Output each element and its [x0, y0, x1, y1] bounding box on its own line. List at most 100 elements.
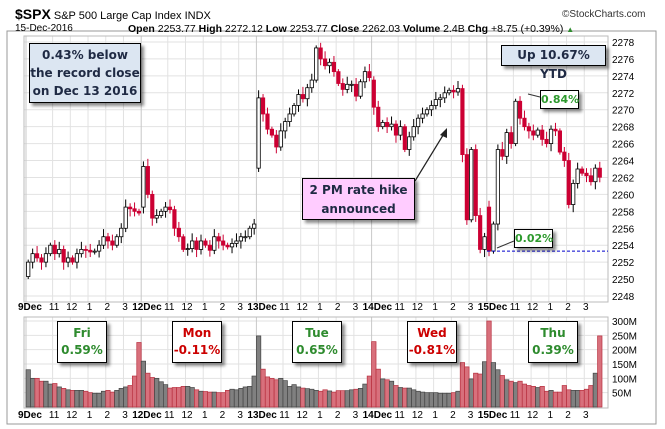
- day-label: 9Dec: [18, 302, 42, 313]
- rate-hike-annotation: 2 PM rate hike announced: [302, 178, 415, 220]
- volume-bar: [127, 385, 133, 408]
- volume-bar: [357, 388, 364, 408]
- day-label: 15Dec: [478, 302, 508, 313]
- volume-bar: [233, 389, 240, 408]
- candle-body: [553, 128, 558, 132]
- hour-label: 11: [279, 302, 290, 313]
- candle-body: [464, 154, 469, 221]
- volume-bar: [69, 390, 76, 408]
- volume-bar: [340, 390, 346, 408]
- price-tick-label: 2266: [612, 140, 635, 151]
- volume-bar: [521, 383, 528, 408]
- candle-body: [358, 81, 363, 97]
- volume-bar: [557, 391, 563, 408]
- candle-body: [478, 215, 483, 250]
- candle-body: [429, 105, 434, 111]
- hour-label: 12: [412, 302, 424, 313]
- day-change-value: 0.59%: [61, 343, 103, 357]
- volume-bar: [269, 377, 275, 408]
- hour-label: 2: [450, 302, 456, 313]
- volume-bar: [198, 390, 204, 408]
- price-panel: [23, 35, 609, 303]
- candle-body: [473, 149, 478, 216]
- candle-body: [460, 88, 465, 156]
- volume-bar: [459, 362, 465, 408]
- day-change-value: -0.81%: [408, 343, 456, 357]
- candle-body: [393, 123, 399, 136]
- hour-label: 11: [394, 410, 405, 421]
- price-tick-label: 2270: [612, 106, 635, 117]
- candle-body: [48, 244, 53, 255]
- hour-label: 12: [181, 410, 193, 421]
- annotation-line: the record close: [30, 66, 140, 80]
- candle-body: [128, 206, 133, 210]
- volume-bar: [287, 386, 293, 408]
- volume-bar: [154, 377, 160, 408]
- volume-bar: [211, 391, 217, 408]
- chart-date: 15-Dec-2016: [15, 23, 73, 34]
- hour-label: 12: [527, 410, 539, 421]
- candle-body: [105, 236, 111, 242]
- arrow-head-icon: [440, 128, 447, 138]
- volume-bar: [442, 392, 448, 408]
- candle-body: [296, 94, 301, 106]
- volume-bar: [490, 362, 497, 408]
- exchange: INDX: [184, 10, 211, 22]
- price-tick-label: 2272: [612, 89, 635, 100]
- candle-body: [265, 113, 270, 130]
- candle-body: [194, 240, 199, 250]
- volume-bar: [433, 392, 439, 408]
- candle-body: [79, 249, 84, 255]
- hour-label: 3: [237, 410, 243, 421]
- candle-body: [190, 240, 195, 249]
- volume-bar: [87, 392, 93, 408]
- candle-body: [252, 223, 257, 229]
- volume-bar: [468, 378, 474, 408]
- volume-bar: [229, 388, 235, 408]
- volume-bar: [495, 369, 501, 408]
- volume-bar: [56, 386, 62, 408]
- ohlc-summary: Open 2253.77 High 2272.12 Low 2253.77 Cl…: [128, 23, 574, 36]
- volume-bar: [105, 390, 111, 408]
- candle-body: [132, 208, 137, 212]
- hour-label: 1: [548, 410, 554, 421]
- price-tick-label: 2248: [612, 292, 635, 303]
- candle-body: [52, 244, 57, 255]
- candle-body: [597, 167, 602, 178]
- volume-bar: [473, 372, 479, 408]
- candle-body: [362, 71, 368, 83]
- candle-body: [327, 61, 332, 67]
- volume-bar: [526, 385, 532, 408]
- price-tick-label: 2276: [612, 55, 635, 66]
- weekday-label: Thu: [540, 326, 566, 340]
- candle-body: [154, 215, 159, 219]
- hour-label: 3: [468, 410, 474, 421]
- volume-bar: [402, 387, 408, 408]
- volume-bar: [318, 390, 324, 408]
- volume-bar: [278, 377, 284, 408]
- volume-bar: [513, 382, 519, 408]
- candle-body: [97, 244, 102, 252]
- volume-bar: [251, 375, 257, 408]
- candle-body: [455, 88, 461, 93]
- volume-bar: [344, 390, 350, 408]
- chart-frame: [6, 30, 657, 425]
- volume-tick-label: 200M: [612, 346, 637, 357]
- hour-label: 2: [220, 410, 226, 421]
- close-label: Close: [330, 23, 360, 35]
- candle-body: [416, 117, 421, 128]
- candle-body: [433, 99, 438, 106]
- candle-body: [70, 257, 75, 263]
- candle-body: [380, 122, 385, 128]
- volume-bar: [216, 392, 222, 408]
- volume-tick-label: 250M: [612, 331, 637, 342]
- volume-bar: [437, 392, 443, 408]
- candle-body: [398, 126, 403, 136]
- candle-body: [402, 126, 407, 150]
- volume-bar: [566, 389, 572, 408]
- volume-bar: [561, 385, 567, 408]
- candle-body: [291, 105, 297, 115]
- volume-bar: [136, 342, 142, 408]
- volume-bar: [180, 386, 186, 408]
- volume-bar: [366, 375, 372, 408]
